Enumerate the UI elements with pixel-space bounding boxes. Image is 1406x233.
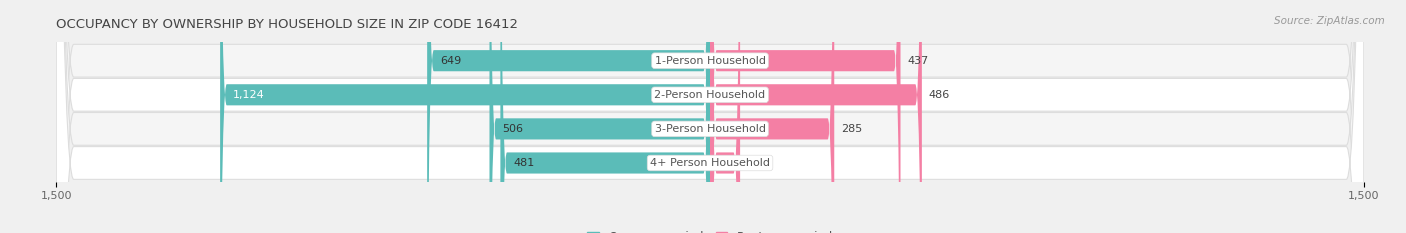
FancyBboxPatch shape bbox=[56, 0, 1364, 233]
Text: Source: ZipAtlas.com: Source: ZipAtlas.com bbox=[1274, 16, 1385, 26]
FancyBboxPatch shape bbox=[489, 0, 710, 233]
Text: OCCUPANCY BY OWNERSHIP BY HOUSEHOLD SIZE IN ZIP CODE 16412: OCCUPANCY BY OWNERSHIP BY HOUSEHOLD SIZE… bbox=[56, 18, 519, 31]
Text: 1,124: 1,124 bbox=[233, 90, 264, 100]
Text: 3-Person Household: 3-Person Household bbox=[655, 124, 765, 134]
FancyBboxPatch shape bbox=[221, 0, 710, 233]
Text: 649: 649 bbox=[440, 56, 461, 66]
Text: 437: 437 bbox=[907, 56, 928, 66]
Text: 2-Person Household: 2-Person Household bbox=[654, 90, 766, 100]
Text: 486: 486 bbox=[928, 90, 949, 100]
Text: 285: 285 bbox=[841, 124, 862, 134]
FancyBboxPatch shape bbox=[501, 0, 710, 233]
Text: 1-Person Household: 1-Person Household bbox=[655, 56, 765, 66]
FancyBboxPatch shape bbox=[710, 0, 834, 233]
Text: 69: 69 bbox=[747, 158, 761, 168]
FancyBboxPatch shape bbox=[710, 0, 900, 233]
Text: 481: 481 bbox=[513, 158, 534, 168]
FancyBboxPatch shape bbox=[427, 0, 710, 233]
FancyBboxPatch shape bbox=[56, 0, 1364, 233]
Text: 4+ Person Household: 4+ Person Household bbox=[650, 158, 770, 168]
FancyBboxPatch shape bbox=[710, 0, 922, 233]
Legend: Owner-occupied, Renter-occupied: Owner-occupied, Renter-occupied bbox=[582, 226, 838, 233]
FancyBboxPatch shape bbox=[56, 0, 1364, 233]
FancyBboxPatch shape bbox=[56, 0, 1364, 233]
FancyBboxPatch shape bbox=[710, 0, 740, 233]
Text: 506: 506 bbox=[502, 124, 523, 134]
